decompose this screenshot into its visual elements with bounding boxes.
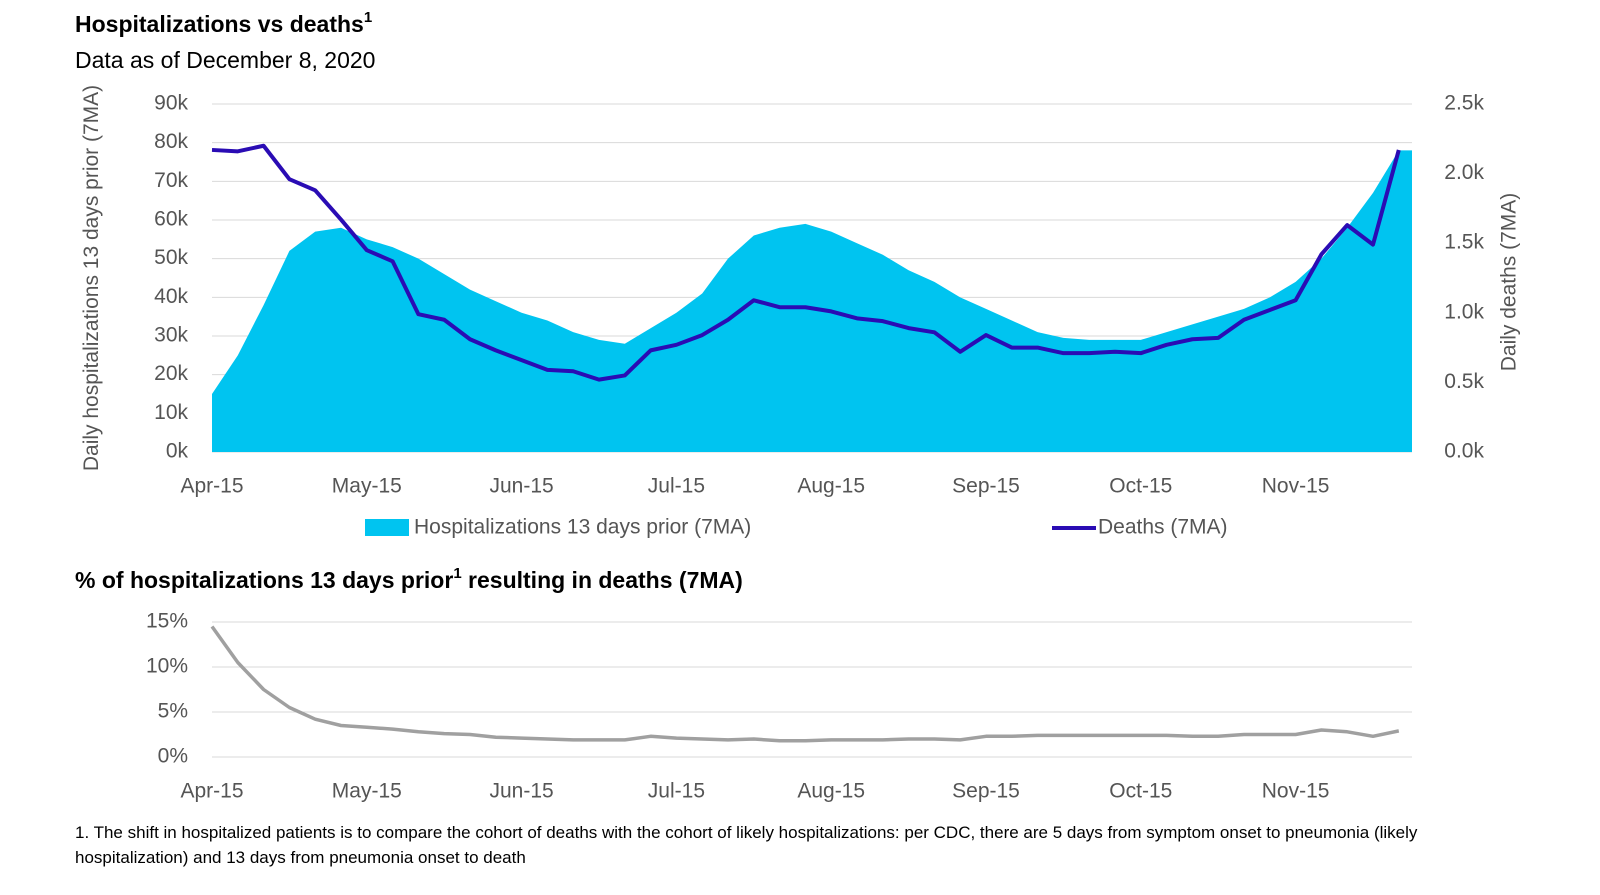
subtitle: Data as of December 8, 2020	[75, 47, 375, 73]
legend-swatch	[365, 519, 409, 536]
y-tick-label: 90k	[154, 92, 188, 115]
x-tick-label: May-15	[332, 780, 402, 803]
x-tick-label: Aug-15	[797, 780, 865, 803]
y2-tick-label: 1.5k	[1444, 231, 1484, 254]
x-tick-label: Oct-15	[1109, 475, 1172, 498]
y-tick-label: 80k	[154, 130, 188, 153]
title-text: Hospitalizations vs deaths	[75, 11, 364, 37]
y2-tick-label: 2.5k	[1444, 92, 1484, 115]
x-tick-label: Sep-15	[952, 475, 1020, 498]
y2-tick-label: 1.0k	[1444, 300, 1484, 323]
y-tick-label: 60k	[154, 208, 188, 231]
y2-tick-label: 0.0k	[1444, 440, 1484, 463]
chart-title: % of hospitalizations 13 days prior1 res…	[75, 565, 743, 593]
x-tick-label: Apr-15	[180, 780, 243, 803]
x-tick-label: Sep-15	[952, 780, 1020, 803]
x-tick-label: Apr-15	[180, 475, 243, 498]
x-tick-label: Jun-15	[489, 780, 553, 803]
y-axis-label-text: Daily hospitalizations 13 days prior (7M…	[80, 85, 103, 471]
y-tick-label: 0%	[158, 745, 188, 768]
legend-label: Deaths (7MA)	[1098, 516, 1228, 539]
y-tick-label: 10%	[146, 655, 188, 678]
title-text: % of hospitalizations 13 days prior	[75, 567, 453, 593]
legend-label: Hospitalizations 13 days prior (7MA)	[414, 516, 751, 539]
y-tick-label: 50k	[154, 246, 188, 269]
y-tick-label: 5%	[158, 700, 188, 723]
y-tick-label: 20k	[154, 362, 188, 385]
x-tick-label: Aug-15	[797, 475, 865, 498]
chart-title: Hospitalizations vs deaths1	[75, 9, 372, 37]
y2-tick-label: 0.5k	[1444, 370, 1484, 393]
y-tick-label: 15%	[146, 610, 188, 633]
title-note: 1	[453, 565, 461, 582]
y-tick-label: 40k	[154, 285, 188, 308]
area	[212, 150, 1412, 452]
y-axis-label: Daily hospitalizations 13 days prior (7M…	[80, 85, 103, 471]
title-text: resulting in deaths (7MA)	[462, 567, 743, 593]
footnote: 1. The shift in hospitalized patients is…	[75, 823, 1418, 867]
title-note: 1	[364, 9, 372, 26]
x-tick-label: May-15	[332, 475, 402, 498]
line	[211, 143, 1401, 382]
x-tick-label: Nov-15	[1262, 780, 1330, 803]
x-tick-label: Jul-15	[648, 780, 705, 803]
y-tick-label: 10k	[154, 401, 188, 424]
y2-axis-label: Daily deaths (7MA)	[1498, 193, 1521, 372]
y-tick-label: 0k	[166, 440, 189, 463]
x-tick-label: Jun-15	[489, 475, 553, 498]
x-tick-label: Oct-15	[1109, 780, 1172, 803]
y2-tick-label: 2.0k	[1444, 161, 1484, 184]
y-tick-label: 30k	[154, 324, 188, 347]
x-tick-label: Nov-15	[1262, 475, 1330, 498]
y-tick-label: 70k	[154, 169, 188, 192]
x-tick-label: Jul-15	[648, 475, 705, 498]
line	[210, 625, 1400, 743]
